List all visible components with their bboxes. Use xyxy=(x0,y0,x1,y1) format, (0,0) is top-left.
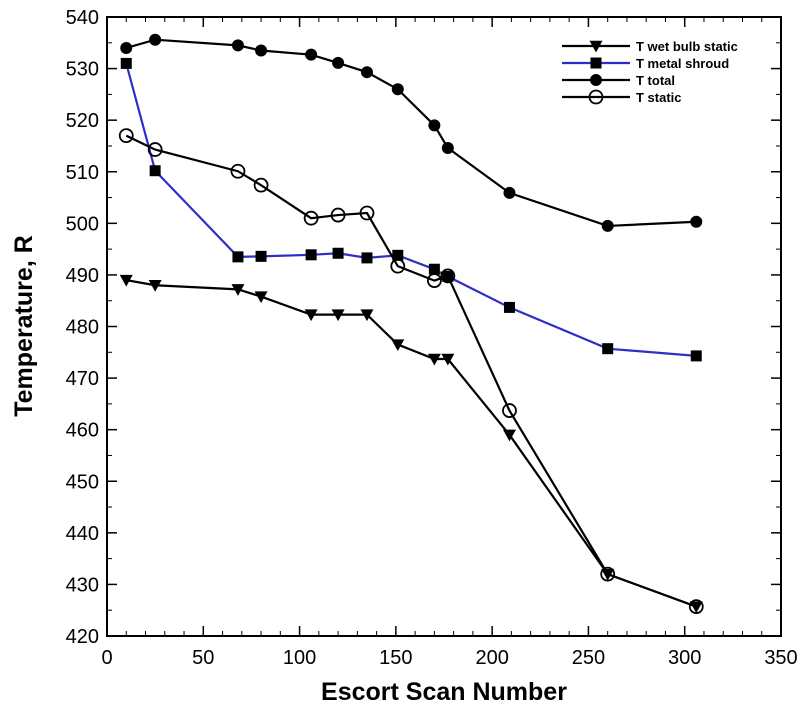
data-point xyxy=(254,291,268,304)
data-point xyxy=(690,350,702,362)
data-point xyxy=(332,247,344,259)
data-point xyxy=(330,207,346,223)
data-point xyxy=(305,249,317,261)
data-point xyxy=(688,599,704,614)
y-tick-label: 520 xyxy=(66,110,99,132)
x-tick-label: 50 xyxy=(192,647,214,669)
x-tick-label: 200 xyxy=(475,647,508,669)
series-t-wet-bulb-static xyxy=(119,274,703,614)
legend-entry: T static xyxy=(562,89,682,105)
data-point xyxy=(118,128,134,144)
data-point xyxy=(441,142,454,155)
data-point xyxy=(147,142,163,157)
data-point xyxy=(253,177,269,193)
data-point xyxy=(149,33,162,46)
legend: T wet bulb static T metal shroud T total T … xyxy=(562,39,738,105)
data-point xyxy=(230,163,246,179)
legend-label: T metal shroud xyxy=(636,56,729,71)
y-tick-label: 500 xyxy=(66,213,99,235)
x-tick-label: 350 xyxy=(764,647,797,669)
y-tick-label: 430 xyxy=(66,574,99,596)
series-line xyxy=(125,38,697,228)
series-line xyxy=(126,278,697,608)
data-point xyxy=(360,309,374,322)
data-point xyxy=(303,210,319,226)
data-point xyxy=(255,250,267,262)
series-t-total xyxy=(120,33,703,232)
legend-label: T total xyxy=(636,73,675,88)
plot-frame xyxy=(106,16,782,637)
y-tick-label: 460 xyxy=(66,420,99,442)
y-tick-label: 540 xyxy=(66,7,99,29)
legend-marker xyxy=(590,57,602,69)
data-point xyxy=(120,41,133,54)
y-tick-label: 480 xyxy=(66,317,99,339)
data-point xyxy=(503,186,516,199)
legend-marker xyxy=(588,89,604,105)
x-axis-title: Escort Scan Number xyxy=(321,678,567,706)
y-tick-label: 490 xyxy=(66,265,99,287)
series-line xyxy=(125,63,697,357)
data-point xyxy=(232,251,244,263)
x-tick-label: 250 xyxy=(572,647,605,669)
data-point xyxy=(502,403,517,418)
series-line xyxy=(125,134,697,608)
legend-entry: T wet bulb static xyxy=(562,39,738,54)
x-axis-ticks: 0 50 100 150 200 250 300 350 xyxy=(101,17,798,669)
data-point xyxy=(601,219,614,232)
y-tick-label: 470 xyxy=(66,368,99,390)
data-point xyxy=(427,353,441,366)
y-axis-ticks: 420 430 440 450 460 470 480 490 500 510 520 530 540 xyxy=(66,7,781,648)
y-axis-title: Temperature, R xyxy=(10,235,38,417)
data-point xyxy=(305,48,318,61)
data-point xyxy=(391,339,405,352)
data-point xyxy=(148,280,162,292)
y-tick-label: 510 xyxy=(66,162,99,184)
data-point xyxy=(231,39,244,52)
data-point xyxy=(428,263,440,275)
series-layer xyxy=(118,33,704,614)
data-point xyxy=(359,205,375,221)
data-point xyxy=(428,119,441,132)
data-point xyxy=(361,252,373,264)
x-tick-label: 0 xyxy=(101,647,112,669)
data-point xyxy=(600,566,616,582)
legend-marker xyxy=(590,74,602,86)
data-point xyxy=(602,343,614,355)
data-point xyxy=(360,66,373,79)
x-tick-label: 150 xyxy=(379,647,412,669)
legend-marker xyxy=(589,40,603,53)
data-point xyxy=(391,83,404,96)
data-point xyxy=(255,44,268,57)
x-tick-label: 300 xyxy=(668,647,701,669)
y-tick-label: 530 xyxy=(66,59,99,81)
data-point xyxy=(440,268,456,284)
data-point xyxy=(690,215,703,228)
x-tick-label: 100 xyxy=(283,647,316,669)
data-point xyxy=(332,56,345,69)
data-point xyxy=(392,249,404,261)
legend-entry: T metal shroud xyxy=(562,56,729,71)
data-point xyxy=(119,274,133,287)
legend-entry: T total xyxy=(562,73,675,88)
y-tick-label: 450 xyxy=(66,471,99,493)
legend-label: T wet bulb static xyxy=(636,39,738,54)
data-point xyxy=(390,258,406,274)
data-point xyxy=(304,309,318,322)
data-point xyxy=(120,57,132,69)
data-point xyxy=(231,284,245,296)
y-tick-label: 440 xyxy=(66,523,99,545)
series-t-static xyxy=(118,128,704,614)
data-point xyxy=(502,429,516,442)
data-point xyxy=(331,309,345,322)
data-point xyxy=(149,165,161,177)
y-tick-label: 420 xyxy=(66,626,99,648)
data-point xyxy=(503,301,515,313)
data-point xyxy=(441,353,455,366)
data-point xyxy=(426,273,442,288)
legend-label: T static xyxy=(636,90,682,105)
